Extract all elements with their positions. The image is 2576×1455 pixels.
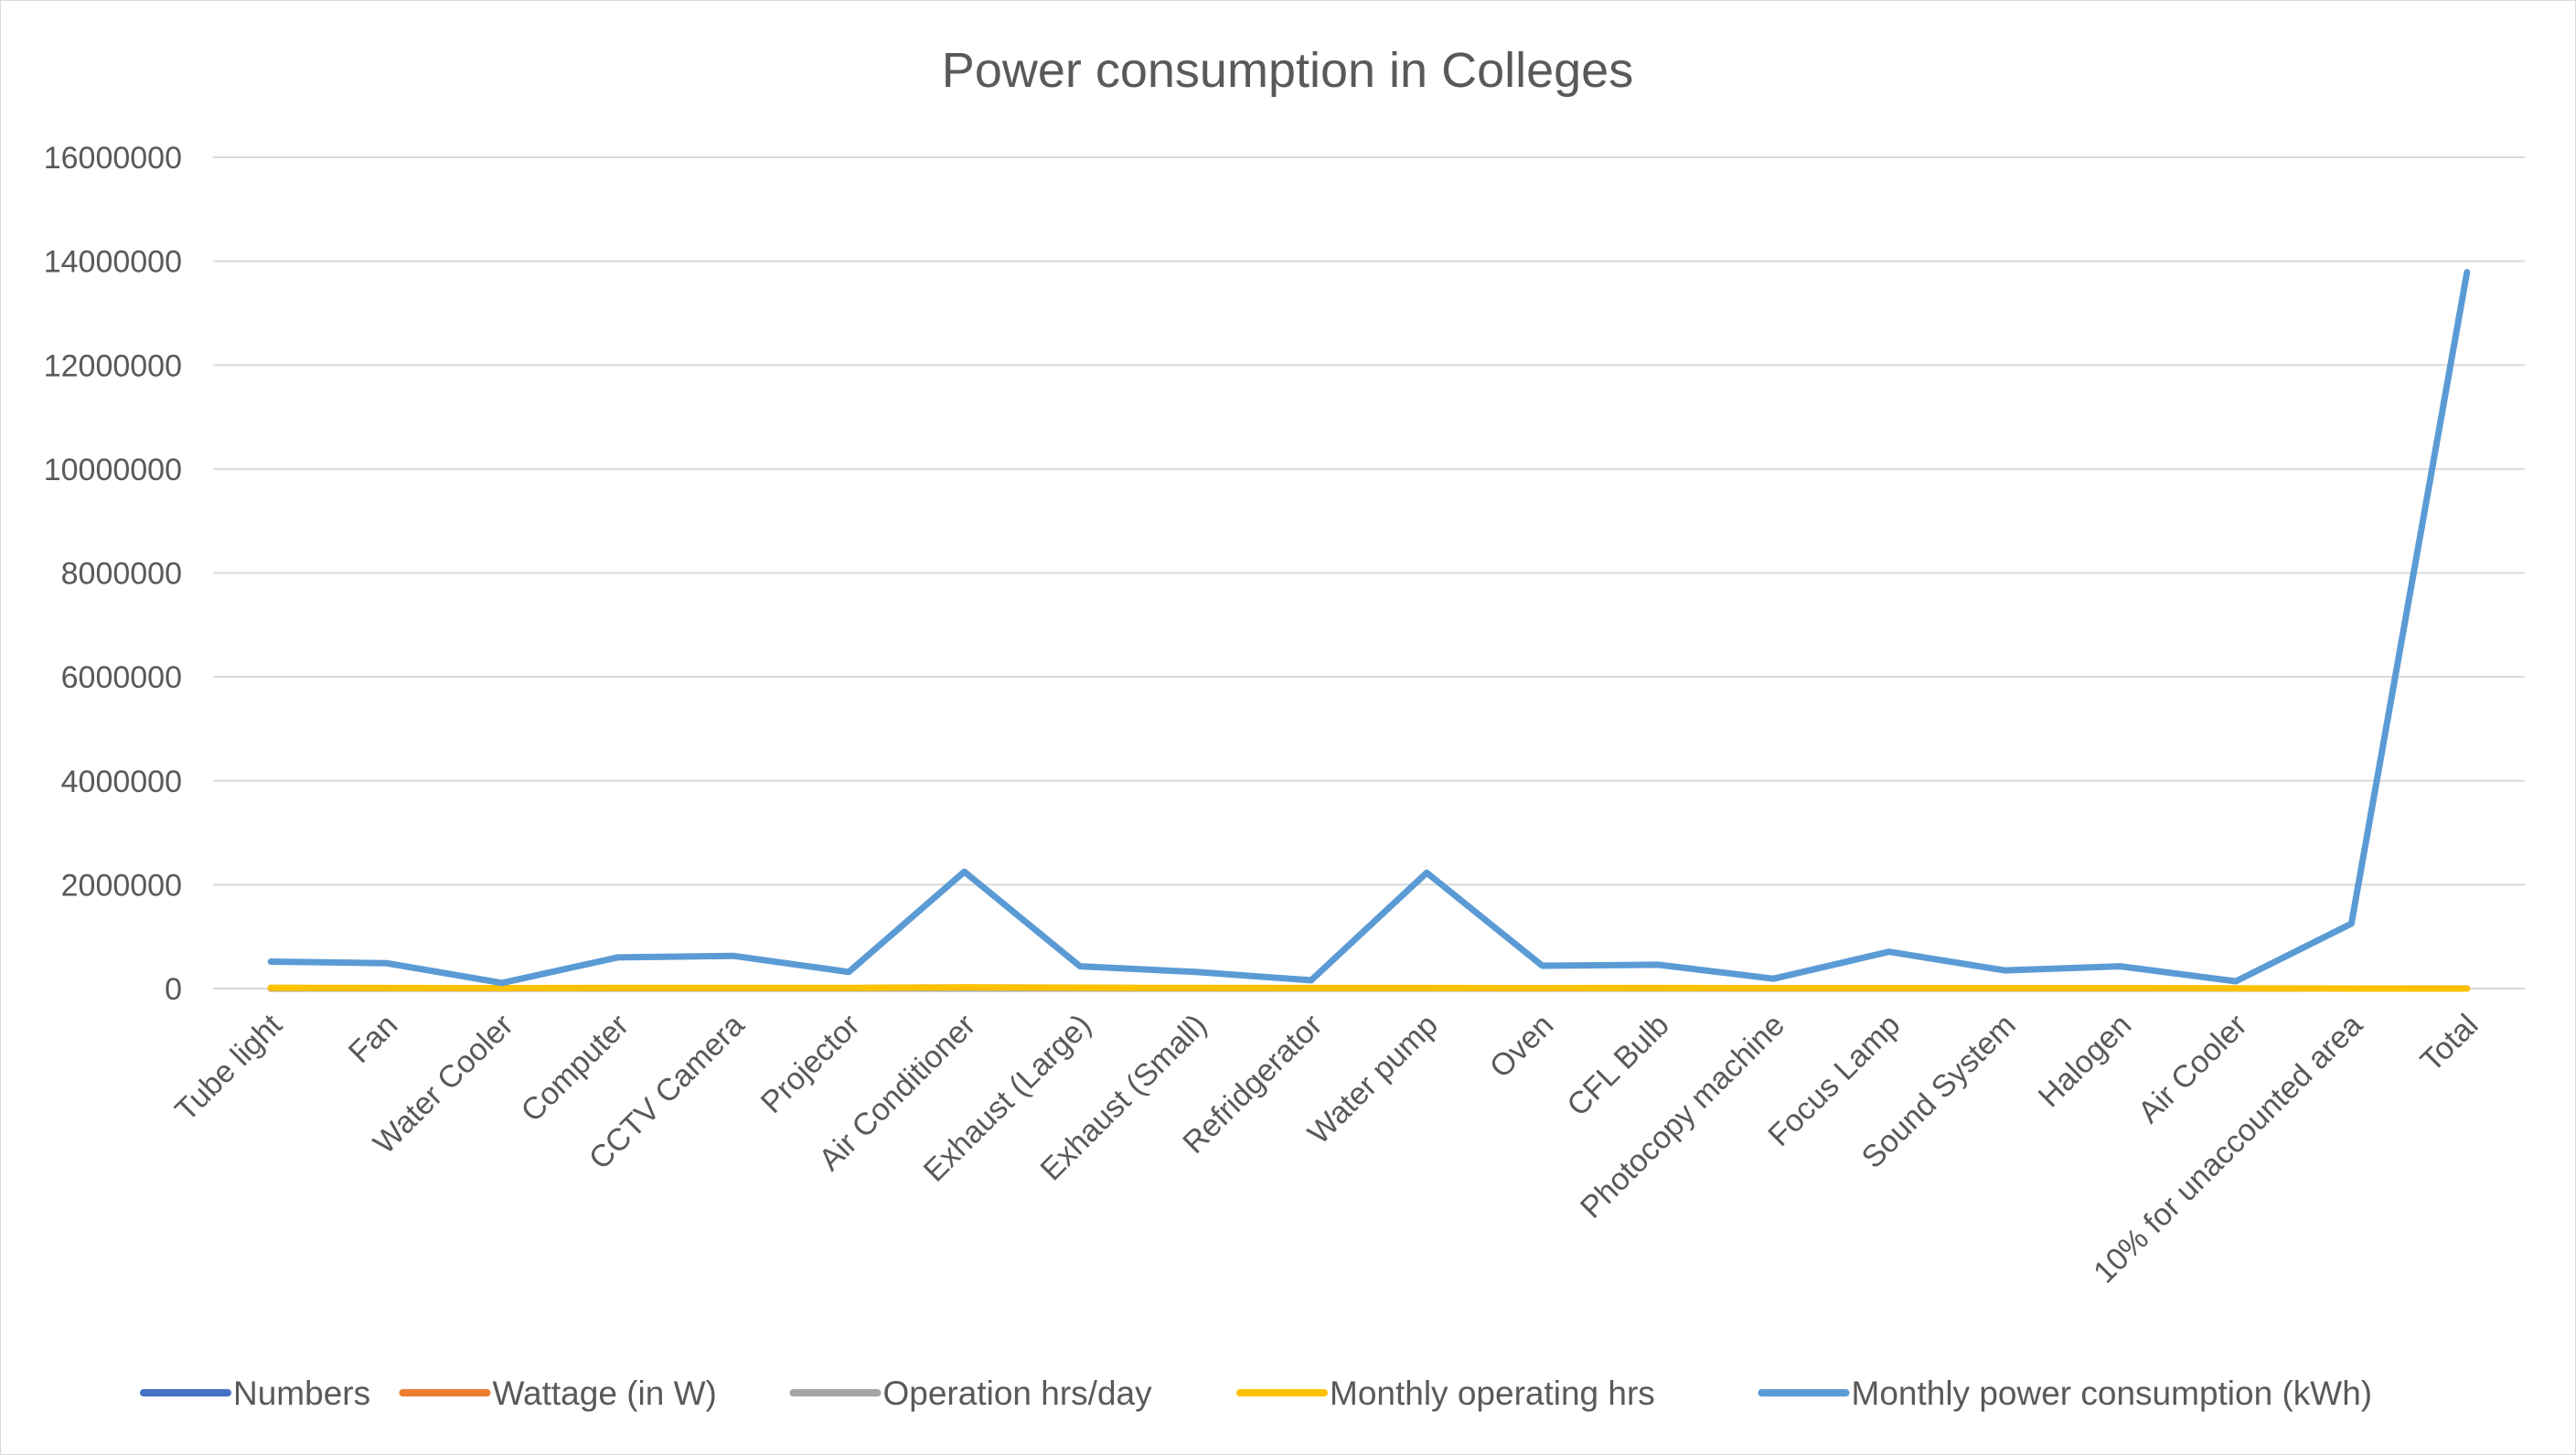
legend-label: Wattage (in W) (493, 1375, 717, 1412)
gridlines (213, 156, 2525, 990)
y-tick-label: 14000000 (44, 245, 182, 280)
legend-label: Operation hrs/day (883, 1375, 1153, 1412)
y-tick-label: 12000000 (44, 348, 182, 383)
legend: Numbers Wattage (in W) Operation hrs/day Mo… (140, 1375, 2373, 1412)
y-tick-label: 16000000 (44, 141, 182, 176)
x-category-label: Computer (515, 1008, 636, 1129)
x-category-label: Halogen (2032, 1008, 2138, 1114)
y-tick-label: 2000000 (61, 868, 182, 903)
chart-title: Power consumption in Colleges (942, 43, 1633, 98)
x-category-label: Air Cooler (2132, 1008, 2254, 1130)
y-tick-label: 0 (165, 972, 182, 1007)
y-tick-label: 6000000 (61, 660, 182, 695)
series-line-3 (267, 984, 2471, 992)
x-category-label: Tube light (168, 1007, 289, 1128)
legend-label: Monthly power consumption (kWh) (1852, 1375, 2373, 1412)
x-category-label: Fan (342, 1008, 404, 1070)
y-tick-label: 10000000 (44, 453, 182, 487)
legend-label: Numbers (233, 1375, 370, 1412)
x-category-label: Total (2414, 1008, 2485, 1079)
y-axis-tick-labels: 0 2000000 4000000 6000000 8000000 10000000 120… (44, 141, 182, 1007)
series-line-4 (267, 269, 2471, 987)
y-tick-label: 8000000 (61, 557, 182, 592)
series-lines (267, 269, 2471, 992)
y-tick-label: 4000000 (61, 765, 182, 799)
x-category-label: Oven (1483, 1008, 1560, 1085)
x-category-label: CFL Bulb (1560, 1008, 1675, 1123)
legend-label: Monthly operating hrs (1330, 1375, 1655, 1412)
x-category-label: Projector (754, 1008, 867, 1120)
x-category-label: Photocopy machine (1574, 1008, 1791, 1225)
